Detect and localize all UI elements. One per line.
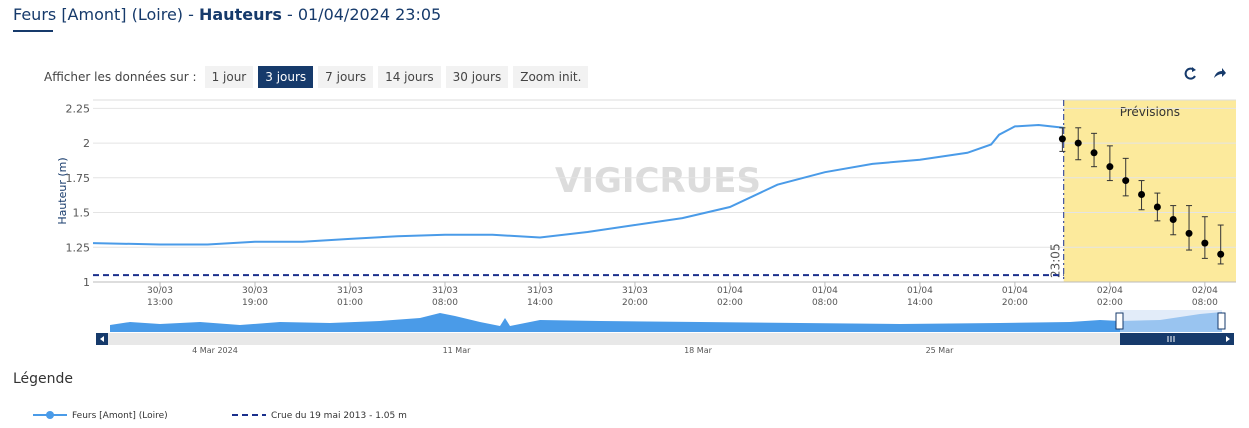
range-button[interactable]: 7 jours [318, 66, 374, 88]
navigator-label: 18 Mar [684, 346, 713, 355]
y-tick-label: 1.75 [66, 172, 91, 185]
forecast-point [1201, 239, 1209, 247]
x-tick-label: 31/03 01:00 [337, 286, 363, 308]
navigator-label: 11 Mar [443, 346, 472, 355]
forecast-point [1217, 250, 1225, 258]
navigator-area [110, 312, 1222, 332]
legend-label: Feurs [Amont] (Loire) [72, 411, 168, 421]
scroll-right-arrow [1226, 336, 1230, 342]
x-tick-label: 01/04 20:00 [1002, 286, 1028, 308]
legend-marker [46, 411, 54, 419]
x-tick-label: 30/03 19:00 [242, 286, 268, 308]
scroll-grip [1167, 336, 1175, 342]
forecast-point [1169, 215, 1177, 223]
y-axis-label: Hauteur (m) [56, 157, 69, 224]
scroll-left-arrow [100, 336, 104, 342]
watermark: VIGICRUES [555, 161, 761, 201]
legend-title: Légende [13, 371, 74, 387]
range-button[interactable]: 30 jours [445, 66, 509, 88]
x-tick-label: 01/04 14:00 [907, 286, 933, 308]
x-tick-label: 30/03 13:00 [147, 286, 173, 308]
legend-item[interactable]: Crue du 19 mai 2013 - 1.05 m [232, 411, 407, 421]
range-button[interactable]: Zoom init. [513, 66, 589, 88]
navigator-handle[interactable] [1217, 312, 1226, 330]
controls-label: Afficher les données sur : [44, 70, 197, 84]
range-button[interactable]: 3 jours [258, 66, 314, 88]
title-part: Feurs [Amont] (Loire) - [13, 5, 199, 24]
forecast-point [1122, 177, 1130, 185]
x-tick-label: 01/04 08:00 [812, 286, 838, 308]
title-part: Hauteurs [198, 5, 282, 24]
title-underline [13, 30, 53, 32]
y-tick-label: 1.5 [73, 207, 91, 220]
navigator [96, 310, 1234, 345]
forecast-label: Prévisions [1120, 105, 1180, 119]
forecast-point [1153, 203, 1161, 211]
x-tick-label: 31/03 20:00 [622, 286, 648, 308]
navigator-handle[interactable] [1115, 312, 1124, 330]
share-icon[interactable] [1214, 68, 1226, 78]
x-tick-label: 01/04 02:00 [717, 286, 743, 308]
y-tick-label: 2.25 [66, 102, 91, 115]
refresh-arrow [1192, 67, 1196, 72]
scroll-track [108, 333, 1220, 345]
y-tick-label: 2 [83, 137, 90, 150]
y-tick-label: 1.25 [66, 241, 91, 254]
x-tick-label: 02/04 08:00 [1192, 286, 1218, 308]
x-tick-label: 02/04 02:00 [1097, 286, 1123, 308]
forecast-point [1185, 229, 1193, 237]
refresh-icon[interactable] [1184, 67, 1196, 80]
forecast-point [1138, 190, 1146, 198]
forecast-point [1058, 135, 1066, 143]
toolbar-icons[interactable] [1184, 67, 1226, 80]
range-button[interactable]: 1 jour [204, 66, 254, 88]
forecast-point [1106, 163, 1114, 171]
legend-item[interactable]: Feurs [Amont] (Loire) [33, 411, 168, 421]
navigator-selection[interactable] [1120, 310, 1222, 332]
legend-label: Crue du 19 mai 2013 - 1.05 m [271, 411, 407, 421]
x-tick-label: 31/03 14:00 [527, 286, 553, 308]
forecast-point [1074, 139, 1082, 147]
title: Feurs [Amont] (Loire) - Hauteurs - 01/04… [13, 5, 441, 24]
series-line [92, 123, 1064, 246]
navigator-label: 25 Mar [926, 346, 955, 355]
now-label: 23:05 [1049, 243, 1063, 278]
range-button[interactable]: 14 jours [378, 66, 441, 88]
navigator-label: 4 Mar 2024 [192, 346, 238, 355]
forecast-point [1090, 149, 1098, 157]
y-tick-label: 1 [83, 276, 90, 289]
x-tick-label: 31/03 08:00 [432, 286, 458, 308]
range-controls: Afficher les données sur : 1 jour 3 jours 7… [44, 66, 589, 88]
title-part: - 01/04/2024 23:05 [281, 5, 442, 24]
forecast-band [1063, 100, 1236, 282]
